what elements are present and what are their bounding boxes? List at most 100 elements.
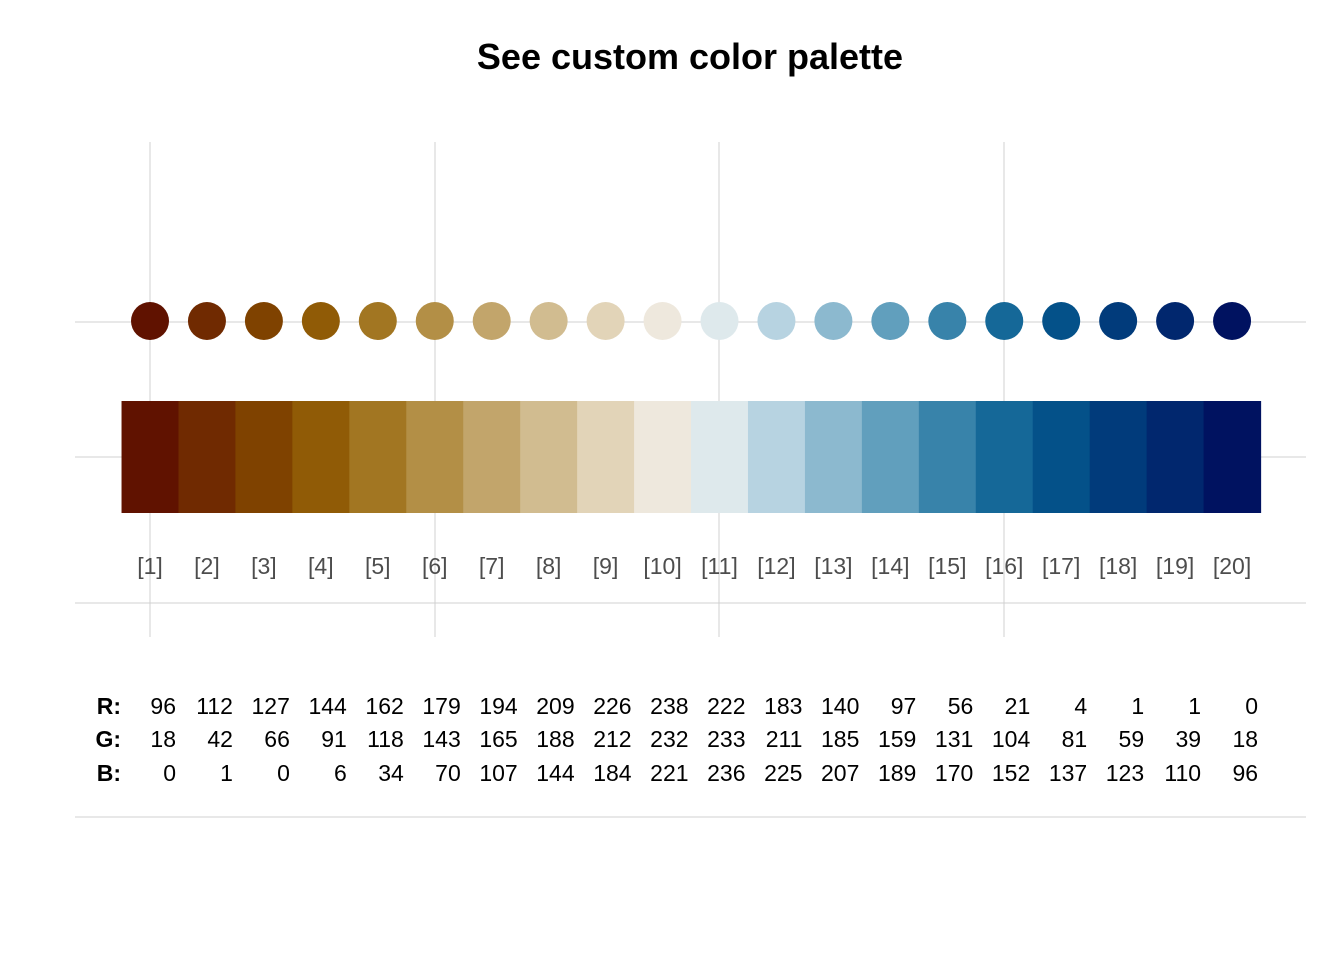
color-dot-15: [928, 302, 967, 340]
rgb-r-value-6: 179: [422, 693, 460, 719]
index-label-7: [7]: [479, 553, 505, 579]
rgb-b-value-18: 123: [1106, 760, 1144, 786]
rgb-b-value-2: 1: [220, 760, 233, 786]
rgb-b-value-8: 144: [536, 760, 575, 786]
index-label-4: [4]: [308, 553, 334, 579]
color-tiles: [121, 401, 1262, 513]
color-dot-8: [529, 302, 568, 340]
color-dot-19: [1156, 302, 1195, 340]
rgb-g-value-9: 212: [593, 726, 631, 752]
color-dot-11: [700, 302, 739, 340]
rgb-b-value-6: 70: [435, 760, 461, 786]
rgb-b-value-17: 137: [1049, 760, 1087, 786]
rgb-r-value-4: 144: [308, 693, 347, 719]
color-tile-12: [747, 401, 806, 513]
rgb-r-value-14: 97: [891, 693, 917, 719]
color-tile-14: [861, 401, 920, 513]
index-label-18: [18]: [1099, 553, 1137, 579]
rgb-g-value-4: 91: [321, 726, 347, 752]
index-label-10: [10]: [643, 553, 681, 579]
color-dot-12: [757, 302, 796, 340]
color-dot-18: [1099, 302, 1138, 340]
rgb-r-value-19: 1: [1188, 693, 1201, 719]
color-dot-14: [871, 302, 910, 340]
color-tile-15: [918, 401, 977, 513]
color-tile-1: [121, 401, 180, 513]
index-label-14: [14]: [871, 553, 909, 579]
rgb-g-value-3: 66: [264, 726, 290, 752]
rgb-r-value-8: 209: [536, 693, 574, 719]
color-dot-5: [358, 302, 397, 340]
rgb-b-value-19: 110: [1164, 760, 1201, 786]
rgb-r-value-16: 21: [1005, 693, 1031, 719]
rgb-g-value-1: 18: [150, 726, 176, 752]
rgb-g-value-19: 39: [1176, 726, 1202, 752]
color-tile-3: [235, 401, 293, 513]
index-label-9: [9]: [593, 553, 619, 579]
color-tile-4: [292, 401, 350, 513]
index-label-12: [12]: [757, 553, 795, 579]
rgb-r-value-13: 140: [821, 693, 859, 719]
rgb-g-value-11: 233: [707, 726, 745, 752]
rgb-g-value-8: 188: [536, 726, 574, 752]
rgb-label-r: R:: [97, 693, 121, 719]
color-dot-16: [985, 302, 1024, 340]
rgb-g-value-12: 211: [766, 726, 803, 752]
rgb-g-value-18: 59: [1119, 726, 1145, 752]
color-dot-6: [415, 302, 454, 340]
rgb-r-value-17: 4: [1074, 693, 1087, 719]
index-label-6: [6]: [422, 553, 448, 579]
color-dot-3: [244, 302, 283, 340]
rgb-r-value-20: 0: [1245, 693, 1258, 719]
rgb-b-value-1: 0: [163, 760, 176, 786]
color-tile-7: [463, 401, 521, 513]
color-tile-9: [577, 401, 635, 513]
rgb-b-value-12: 225: [764, 760, 802, 786]
color-tile-8: [520, 401, 578, 513]
chart-title: See custom color palette: [476, 36, 904, 77]
rgb-g-value-13: 185: [821, 726, 859, 752]
rgb-g-value-15: 131: [935, 726, 973, 752]
rgb-r-value-12: 183: [764, 693, 802, 719]
rgb-g-value-5: 118: [367, 726, 404, 752]
rgb-label-b: B:: [97, 760, 121, 786]
index-label-2: [2]: [194, 553, 220, 579]
index-label-19: [19]: [1156, 553, 1194, 579]
rgb-g-value-2: 42: [207, 726, 233, 752]
rgb-b-value-16: 152: [992, 760, 1030, 786]
rgb-r-value-5: 162: [365, 693, 403, 719]
color-tile-10: [634, 401, 692, 513]
color-tile-2: [178, 401, 237, 513]
index-label-8: [8]: [536, 553, 562, 579]
color-dot-17: [1042, 302, 1081, 340]
rgb-g-value-17: 81: [1062, 726, 1088, 752]
color-tile-6: [406, 401, 464, 513]
color-tile-5: [349, 401, 407, 513]
rgb-b-value-7: 107: [479, 760, 517, 786]
color-dots: [131, 302, 1252, 340]
rgb-g-value-10: 232: [650, 726, 688, 752]
index-label-15: [15]: [928, 553, 966, 579]
rgb-b-value-10: 221: [650, 760, 688, 786]
rgb-r-value-11: 222: [707, 693, 745, 719]
color-dot-2: [187, 302, 226, 340]
rgb-b-value-4: 6: [334, 760, 347, 786]
rgb-b-value-20: 96: [1232, 760, 1258, 786]
rgb-r-value-18: 1: [1131, 693, 1144, 719]
rgb-b-value-13: 207: [821, 760, 859, 786]
index-label-17: [17]: [1042, 553, 1080, 579]
index-label-16: [16]: [985, 553, 1023, 579]
rgb-r-value-15: 56: [948, 693, 974, 719]
color-tile-11: [691, 401, 749, 513]
color-dot-13: [814, 302, 853, 340]
color-tile-16: [975, 401, 1034, 513]
index-label-20: [20]: [1213, 553, 1251, 579]
rgb-b-value-9: 184: [593, 760, 632, 786]
index-label-11: [11]: [701, 553, 738, 579]
color-tile-19: [1146, 401, 1205, 513]
rgb-table: R: 96 112 127 144 162 179 194 209 226 238 222 183 140…: [95, 693, 1258, 786]
color-dot-4: [301, 302, 340, 340]
color-tile-13: [804, 401, 863, 513]
